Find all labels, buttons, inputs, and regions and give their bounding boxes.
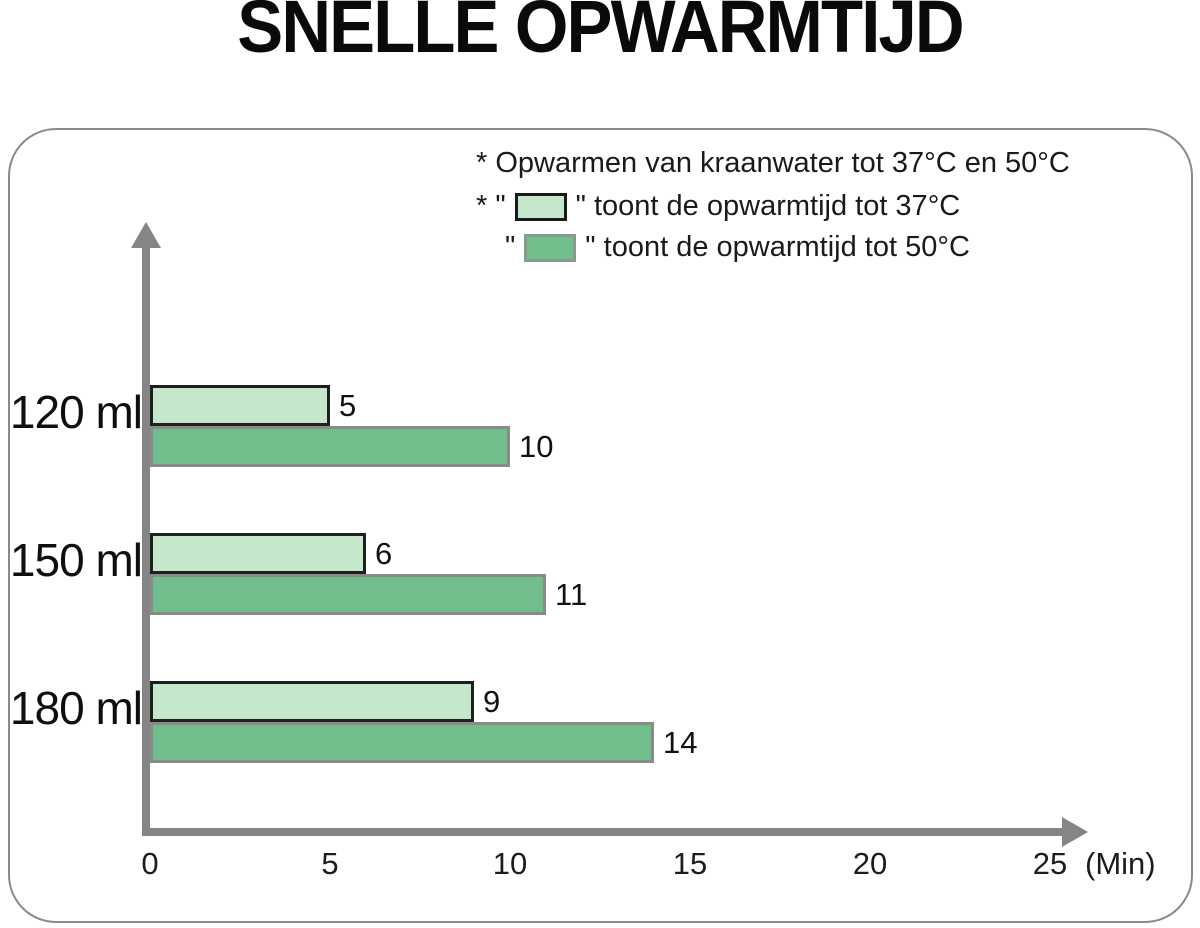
bar-value-label: 10 <box>519 429 554 464</box>
legend-item-50c: " " toont de opwarmtijd tot 50°C <box>476 231 970 264</box>
bar-value-label: 6 <box>375 536 393 571</box>
category-label: 120 ml <box>9 386 143 438</box>
category-label: 150 ml <box>9 534 143 586</box>
x-axis-tick-15: 15 <box>672 846 708 881</box>
x-axis-tick-20: 20 <box>852 846 888 881</box>
legend-item-50c-prefix: " <box>505 231 516 263</box>
bar-value-label: 9 <box>483 684 501 719</box>
x-axis-tick-5: 5 <box>321 846 339 881</box>
y-axis-line <box>142 246 150 836</box>
bar-120ml-37c <box>150 385 330 426</box>
legend-item-50c-label: " toont de opwarmtijd tot 50°C <box>585 231 970 263</box>
x-axis-unit-label: (Min) <box>1085 846 1156 881</box>
bar-180ml-50c <box>150 722 654 763</box>
legend-item-37c-prefix: * " <box>476 190 506 222</box>
bar-value-label: 11 <box>555 577 588 612</box>
chart-card <box>8 128 1193 923</box>
x-axis-tick-0: 0 <box>141 846 159 881</box>
legend-swatch-37c-icon <box>514 192 567 221</box>
x-axis-tick-25: 25 <box>1032 846 1068 881</box>
legend-item-37c-label: " toont de opwarmtijd tot 37°C <box>575 190 961 222</box>
page-title: SNELLE OPWARMTIJD <box>237 0 964 68</box>
x-axis-tick-10: 10 <box>492 846 528 881</box>
bar-120ml-50c <box>150 426 510 467</box>
x-axis-line <box>142 828 1062 836</box>
legend-swatch-50c-icon <box>524 233 577 262</box>
legend-note: * Opwarmen van kraanwater tot 37°C en 50… <box>476 147 1070 179</box>
bar-value-label: 14 <box>663 725 698 760</box>
legend-item-37c: * " " toont de opwarmtijd tot 37°C <box>476 190 960 223</box>
bar-150ml-50c <box>150 574 546 615</box>
bar-180ml-37c <box>150 681 474 722</box>
x-axis-arrow-icon <box>1062 817 1088 847</box>
y-axis-arrow-icon <box>131 222 161 248</box>
bar-value-label: 5 <box>339 388 357 423</box>
category-label: 180 ml <box>9 682 143 734</box>
bar-150ml-37c <box>150 533 366 574</box>
